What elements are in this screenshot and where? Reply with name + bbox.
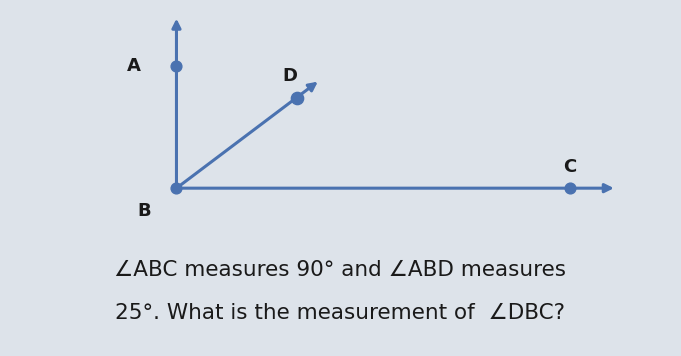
Point — [171, 63, 182, 69]
Point — [171, 185, 182, 191]
Text: D: D — [283, 67, 298, 85]
Point — [291, 95, 302, 100]
Text: 25°. What is the measurement of  ∠DBC?: 25°. What is the measurement of ∠DBC? — [116, 303, 565, 323]
Text: C: C — [563, 158, 577, 176]
Text: B: B — [137, 202, 151, 220]
Text: A: A — [127, 57, 141, 75]
Text: ∠ABC measures 90° and ∠ABD measures: ∠ABC measures 90° and ∠ABD measures — [114, 260, 567, 279]
Point — [565, 185, 575, 191]
